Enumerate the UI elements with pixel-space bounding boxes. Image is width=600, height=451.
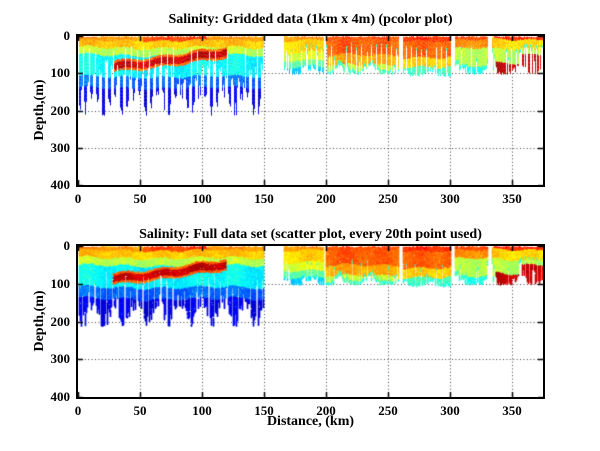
x-tick-label: 200 xyxy=(316,191,336,206)
y-tick-label: 100 xyxy=(50,275,71,291)
y-tick-label: 0 xyxy=(63,28,71,43)
y-tick-label: 0 xyxy=(63,238,71,253)
x-tick-label: 300 xyxy=(440,191,460,206)
x-tick-label: 50 xyxy=(133,191,147,206)
x-tick-label: 350 xyxy=(502,403,522,418)
x-tick-label: 50 xyxy=(133,403,147,418)
x-tick-label: 350 xyxy=(502,191,522,206)
x-tick-label: 250 xyxy=(378,403,398,418)
x-tick-label: 0 xyxy=(74,403,82,418)
y-tick-label: 300 xyxy=(50,351,71,367)
bottom-plot-axes xyxy=(76,244,545,399)
x-tick-label: 100 xyxy=(192,191,212,206)
x-tick-label: 200 xyxy=(316,403,336,418)
y-tick-label: 300 xyxy=(50,139,71,155)
y-tick-label: 400 xyxy=(50,177,71,192)
y-tick-label: 200 xyxy=(50,102,71,118)
x-tick-label: 250 xyxy=(378,191,398,206)
top-plot-axes xyxy=(76,34,545,187)
salinity-pcolor-plot xyxy=(78,36,543,185)
y-tick-label: 100 xyxy=(50,65,71,81)
bottom-plot-title: Salinity: Full data set (scatter plot, e… xyxy=(139,227,482,242)
y-tick-label: 200 xyxy=(50,313,71,329)
x-tick-label: 100 xyxy=(192,403,212,418)
x-axis-label: Distance, (km) xyxy=(266,414,355,429)
x-tick-label: 150 xyxy=(254,191,274,206)
x-tick-label: 0 xyxy=(74,191,82,206)
top-plot-title: Salinity: Gridded data (1km x 4m) (pcolo… xyxy=(168,12,453,27)
x-tick-label: 150 xyxy=(254,403,274,418)
x-tick-label: 300 xyxy=(440,403,460,418)
salinity-scatter-plot xyxy=(78,246,543,397)
y-tick-label: 400 xyxy=(50,389,71,404)
